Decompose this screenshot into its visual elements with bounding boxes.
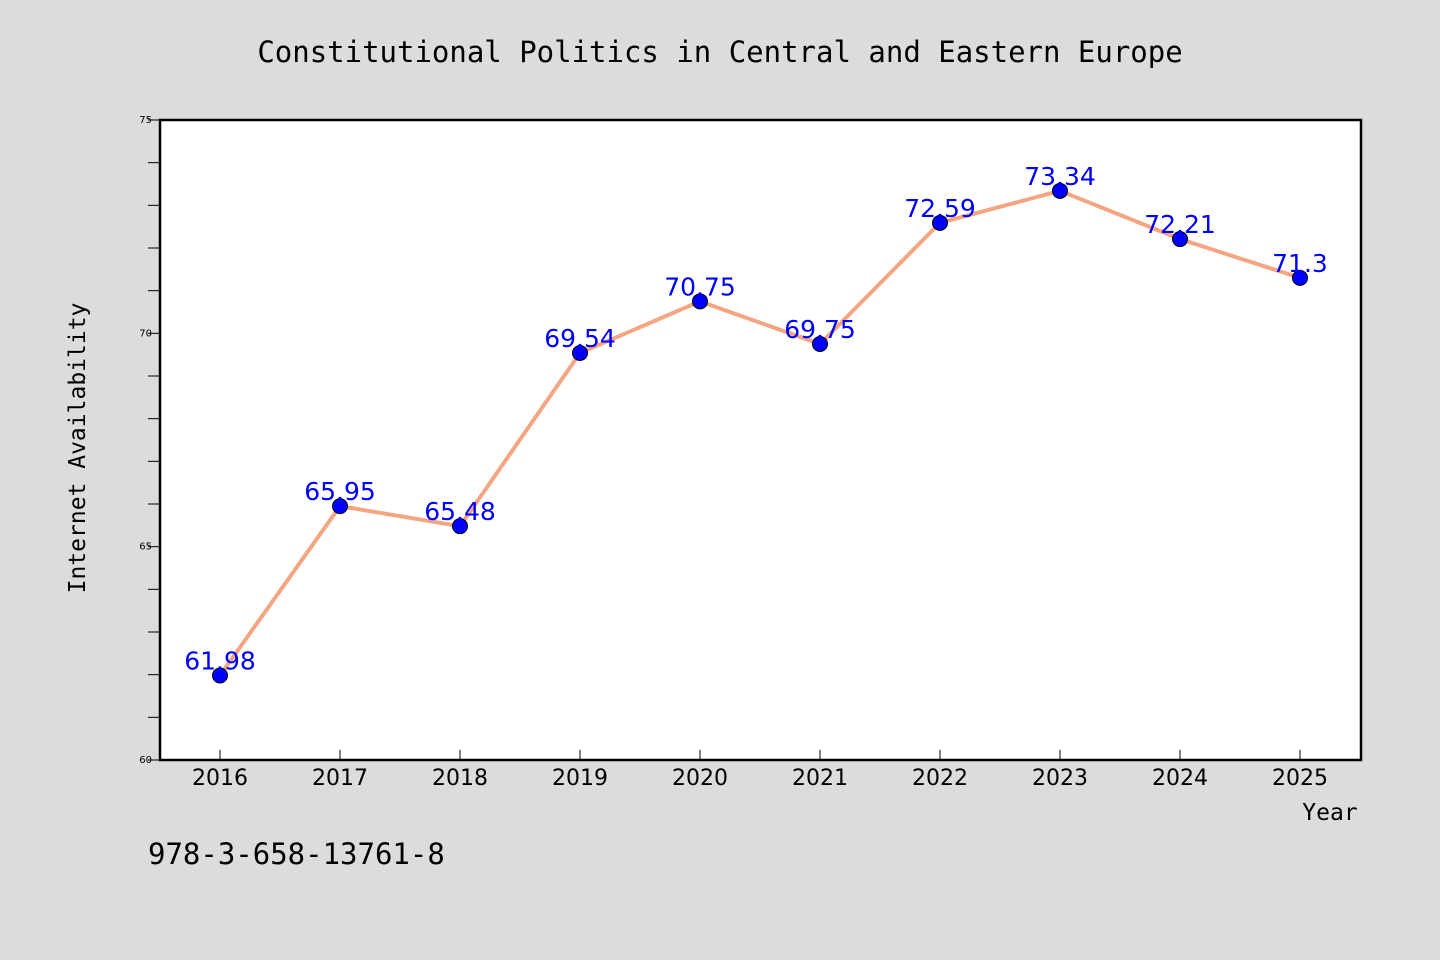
data-label: 72.59 (904, 194, 976, 223)
data-label: 70.75 (664, 272, 736, 301)
x-tick-label: 2016 (192, 766, 248, 791)
data-point (1292, 269, 1308, 286)
x-tick-label: 2020 (672, 766, 728, 791)
data-label: 72.21 (1144, 210, 1216, 239)
x-axis: 2016 2017 2018 2019 2020 2021 2022 2023 2024 2025 (192, 750, 1328, 791)
data-point (1052, 182, 1068, 199)
data-label: 71.3 (1272, 249, 1328, 278)
isbn-text: 978-3-658-13761-8 (148, 837, 445, 871)
data-point (212, 667, 228, 684)
data-label: 73.34 (1024, 162, 1096, 191)
data-label: 65.48 (424, 497, 496, 526)
series-markers (212, 182, 1308, 684)
x-tick-label: 2024 (1152, 766, 1208, 791)
data-label: 65.95 (304, 477, 376, 506)
data-labels: 61.98 65.95 65.48 69.54 70.75 69.75 72.59 73.34… (184, 162, 1328, 676)
data-point (692, 293, 708, 310)
y-tick-label: 60 (139, 755, 152, 766)
x-tick-label: 2022 (912, 766, 968, 791)
y-tick-label: 70 (139, 328, 152, 339)
chart-title: Constitutional Politics in Central and E… (257, 35, 1182, 69)
y-axis: 60 65 70 75 (139, 115, 160, 766)
data-point (932, 214, 948, 231)
y-tick-label: 75 (139, 115, 152, 126)
x-axis-label: Year (1302, 800, 1357, 826)
data-label: 69.54 (544, 324, 616, 353)
x-tick-label: 2025 (1272, 766, 1328, 791)
x-tick-label: 2023 (1032, 766, 1088, 791)
data-point (452, 518, 468, 535)
y-axis-label: Internet Availability (65, 303, 91, 594)
x-tick-label: 2017 (312, 766, 368, 791)
plot-frame (158, 118, 1363, 762)
x-tick-label: 2019 (552, 766, 608, 791)
data-label: 61.98 (184, 647, 256, 676)
plot-area (160, 120, 1361, 760)
y-tick-label: 65 (139, 542, 152, 553)
data-point (1172, 231, 1188, 248)
x-tick-label: 2018 (432, 766, 488, 791)
data-point (572, 344, 588, 361)
data-label: 69.75 (784, 315, 856, 344)
series-line (218, 188, 1301, 677)
x-tick-label: 2021 (792, 766, 848, 791)
data-point (812, 336, 828, 352)
data-point (332, 498, 348, 515)
